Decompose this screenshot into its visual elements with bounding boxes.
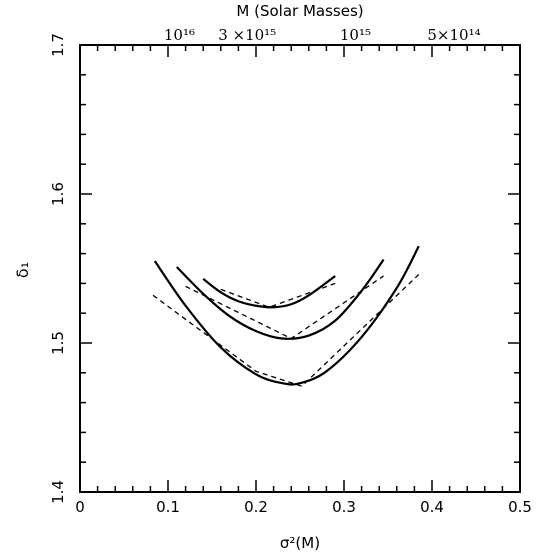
top-tick-label: 5×10¹⁴ <box>427 26 480 44</box>
plot-frame <box>79 44 521 493</box>
axes <box>79 44 521 493</box>
solid-curve-0 <box>202 275 336 309</box>
y-tick-label: 1.7 <box>49 33 67 57</box>
top-axis-label: M (Solar Masses) <box>236 2 363 20</box>
x-tick-label: 0.3 <box>332 498 356 516</box>
x-tick-label: 0 <box>75 498 85 516</box>
series-group <box>152 245 420 387</box>
solid-curve-2 <box>176 258 385 340</box>
x-tick-label: 0.4 <box>420 498 444 516</box>
y-tick-label: 1.4 <box>49 480 67 504</box>
y-tick-label: 1.6 <box>49 182 67 206</box>
x-tick-label: 0.5 <box>508 498 532 516</box>
y-tick-label: 1.5 <box>49 331 67 355</box>
tick-group: 0 0.1 0.2 0.3 0.4 0.5 1.4 1.5 1.6 1.7 10¹⁶ 3 ×10¹⁵ 1… <box>49 26 532 516</box>
dashed-fit-line-3 <box>185 275 384 340</box>
x-axis-label: σ²(M) <box>280 534 320 552</box>
top-tick-label: 3 ×10¹⁵ <box>218 26 276 44</box>
dashed-fit-line-1 <box>220 282 336 308</box>
top-tick-label: 10¹⁶ <box>164 26 195 44</box>
dashed-fit-line-5 <box>152 273 420 387</box>
y-axis-label: δ₁ <box>13 262 32 278</box>
x-tick-label: 0.2 <box>244 498 268 516</box>
solid-curve-4 <box>153 245 420 386</box>
top-tick-label: 10¹⁵ <box>340 26 371 44</box>
top-axis-title: M (Solar Masses) <box>236 2 363 20</box>
x-tick-label: 0.1 <box>156 498 180 516</box>
